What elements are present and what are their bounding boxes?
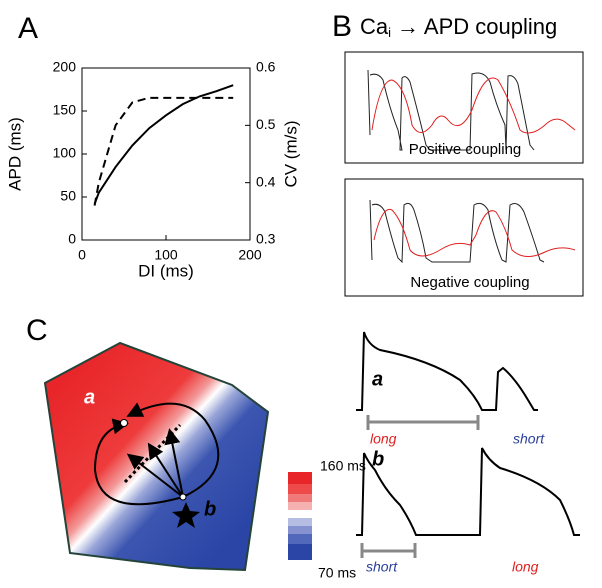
duration-bar	[360, 543, 417, 558]
caption: Negative coupling	[410, 274, 529, 291]
stimulus-star	[172, 502, 200, 528]
x-tick-label: 100	[154, 247, 178, 263]
y2-tick-label: 0.4	[256, 173, 276, 189]
series-line	[93, 96, 234, 206]
trace-box	[344, 178, 584, 297]
y2-tick-label: 0.5	[256, 116, 276, 132]
y-tick-label: 0	[68, 231, 76, 247]
colorbar-max: 160 ms	[320, 458, 366, 474]
ap-trace	[367, 69, 535, 151]
duration-label: short	[513, 431, 545, 447]
y2-axis-label: CV (m/s)	[281, 120, 300, 187]
panel-title: Cai → APD coupling	[360, 14, 557, 41]
duration-label: short	[366, 559, 398, 575]
duration-label: long	[512, 559, 539, 575]
x-tick-label: 0	[78, 247, 86, 263]
y-tick-label: 200	[53, 59, 77, 75]
trace-box	[344, 51, 584, 164]
ap-trace	[356, 447, 580, 536]
y-tick-label: 150	[53, 102, 77, 118]
panel-label: A	[18, 12, 38, 45]
y2-tick-label: 0.6	[256, 59, 276, 75]
series-line	[93, 84, 234, 205]
caption: Positive coupling	[409, 141, 522, 158]
ap-trace	[369, 199, 545, 264]
x-axis-label: DI (ms)	[138, 261, 194, 280]
y-tick-label: 50	[60, 188, 76, 204]
site-b	[179, 493, 187, 501]
y2-tick-label: 0.3	[256, 231, 276, 247]
y-axis-label: APD (ms)	[5, 117, 24, 191]
ca-trace	[371, 77, 576, 134]
ap-trace	[356, 331, 538, 411]
colorbar-min: 70 ms	[318, 565, 356, 581]
panel-label: C	[26, 314, 48, 347]
duration-bar	[366, 415, 480, 430]
trace-label: b	[372, 448, 384, 470]
site-a	[120, 419, 128, 427]
panel-label: B	[332, 10, 352, 43]
map-label: a	[84, 386, 95, 408]
colorbar	[288, 472, 312, 560]
y-tick-label: 100	[53, 145, 77, 161]
wavefront-arrows	[93, 402, 220, 506]
map-label: b	[204, 498, 216, 520]
trace-label: a	[372, 368, 383, 390]
duration-label: long	[370, 431, 397, 447]
x-tick-label: 200	[238, 247, 262, 263]
ca-trace	[373, 208, 576, 257]
